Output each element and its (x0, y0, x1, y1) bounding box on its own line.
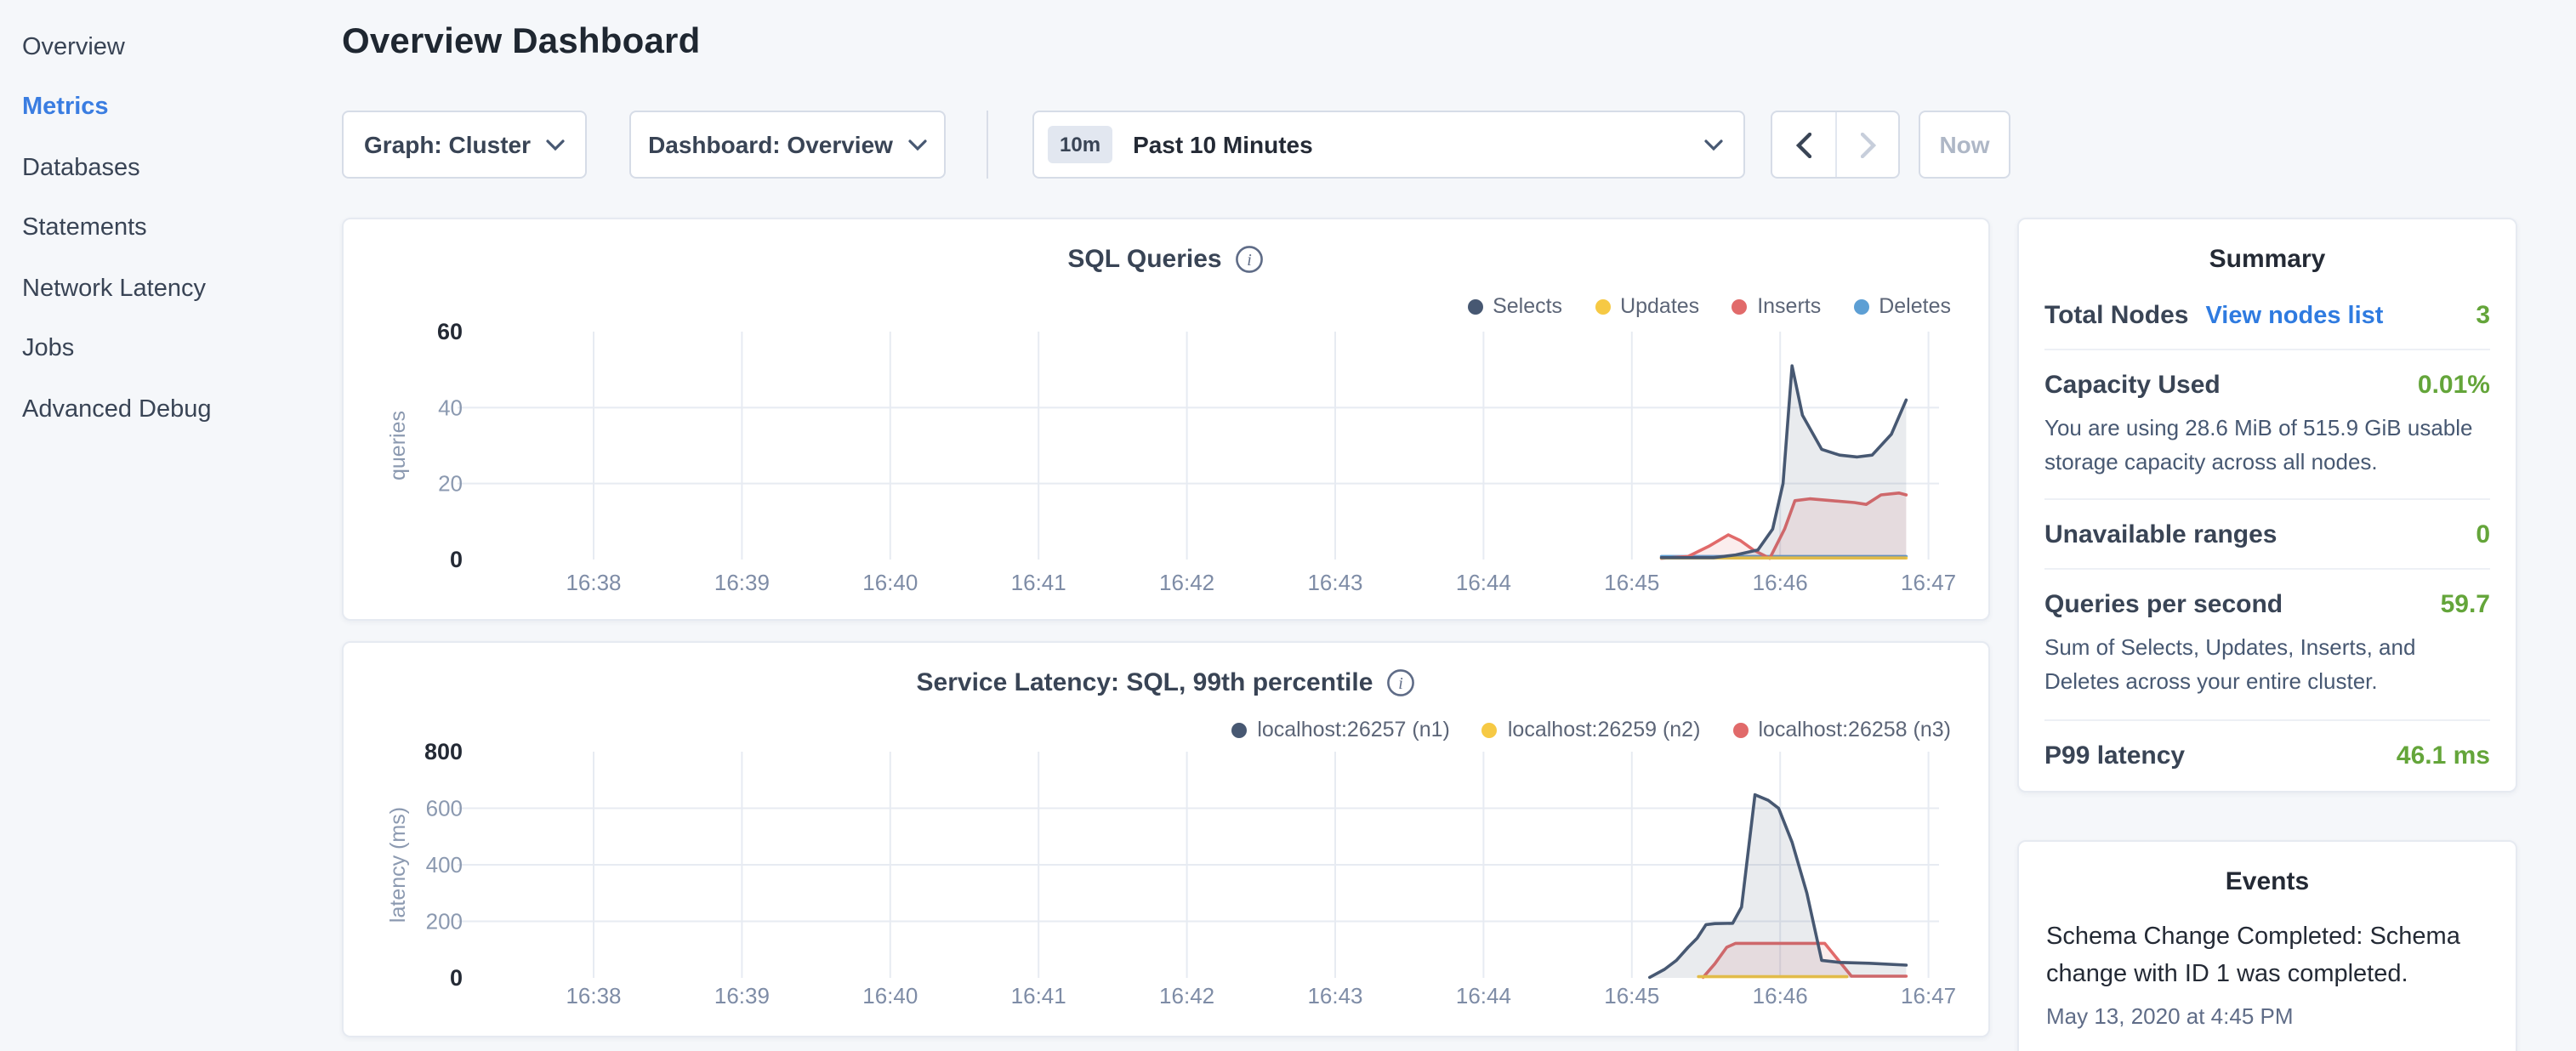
sidebar-item-network-latency[interactable]: Network Latency (22, 258, 340, 319)
events-heading: Events (2019, 842, 2516, 896)
graph-scope-dropdown[interactable]: Graph: Cluster (342, 111, 587, 179)
sql-queries-chart[interactable]: 0 20 40 60 16:38 16:39 16:40 16:41 16:42 16:43 16:… (344, 219, 1988, 619)
summary-row-value: 59.7 (2441, 591, 2490, 620)
svg-text:16:38: 16:38 (566, 570, 621, 595)
svg-text:200: 200 (426, 909, 463, 935)
summary-heading: Summary (2019, 219, 2516, 274)
sidebar-nav: OverviewMetricsDatabasesStatementsNetwor… (0, 0, 340, 1051)
svg-text:queries: queries (386, 411, 410, 480)
svg-text:16:42: 16:42 (1159, 570, 1214, 595)
chevron-down-icon (546, 139, 565, 151)
summary-row-label: P99 latency (2044, 741, 2185, 770)
summary-row-description: Sum of Selects, Updates, Inserts, and De… (2044, 632, 2490, 701)
summary-row: Total Nodes View nodes list 3 (2044, 281, 2490, 350)
metrics-page: OverviewMetricsDatabasesStatementsNetwor… (0, 0, 2576, 1051)
chevron-down-icon (908, 139, 927, 151)
svg-text:16:47: 16:47 (1901, 983, 1956, 1008)
summary-row: Queries per second 59.7 Sum of Selects, Up… (2044, 571, 2490, 721)
chevron-down-icon (1704, 139, 1723, 151)
svg-text:16:40: 16:40 (862, 570, 918, 595)
summary-row-value: 0.01% (2418, 371, 2490, 400)
summary-row-value: 46.1 ms (2397, 741, 2490, 770)
sidebar-item-overview[interactable]: Overview (22, 17, 340, 77)
svg-text:40: 40 (438, 395, 463, 420)
sidebar-item-databases[interactable]: Databases (22, 138, 340, 198)
sql-queries-panel: SQL Queries i SelectsUpdatesInsertsDelet… (342, 218, 1990, 621)
time-now-button[interactable]: Now (1919, 111, 2010, 179)
svg-text:16:39: 16:39 (714, 983, 770, 1008)
event-timestamp: May 13, 2020 at 4:45 PM (2046, 1003, 2488, 1029)
svg-text:16:42: 16:42 (1159, 983, 1214, 1008)
summary-row-value: 0 (2476, 521, 2490, 550)
service-latency-chart[interactable]: 0 200 400 600 800 16:38 16:39 16:40 16:41 16:42 16… (344, 643, 1988, 1036)
sidebar-item-statements[interactable]: Statements (22, 198, 340, 258)
svg-text:16:44: 16:44 (1456, 983, 1511, 1008)
svg-text:16:41: 16:41 (1011, 570, 1066, 595)
summary-row-value: 3 (2476, 301, 2490, 330)
now-label: Now (1939, 131, 1989, 158)
svg-text:20: 20 (438, 471, 463, 497)
svg-text:400: 400 (426, 852, 463, 878)
svg-text:16:43: 16:43 (1307, 570, 1362, 595)
svg-text:0: 0 (450, 547, 463, 572)
dashboard-label: Dashboard: Overview (648, 131, 893, 158)
sidebar-item-metrics[interactable]: Metrics (22, 77, 340, 138)
svg-text:60: 60 (437, 319, 463, 344)
time-range-label: Past 10 Minutes (1133, 131, 1704, 158)
controls-divider (987, 111, 988, 179)
event-item: Schema Change Completed: Schema change w… (2019, 896, 2516, 1029)
summary-panel: Summary Total Nodes View nodes list 3 Capac… (2017, 218, 2517, 793)
summary-row: Capacity Used 0.01% You are using 28.6 MiB… (2044, 350, 2490, 501)
svg-text:16:45: 16:45 (1604, 983, 1659, 1008)
dashboard-dropdown[interactable]: Dashboard: Overview (629, 111, 946, 179)
event-message: Schema Change Completed: Schema change w… (2046, 918, 2488, 995)
sidebar-item-advanced-debug[interactable]: Advanced Debug (22, 379, 340, 440)
svg-text:600: 600 (426, 796, 463, 821)
svg-text:16:47: 16:47 (1901, 570, 1956, 595)
summary-row-label: Total Nodes (2044, 301, 2188, 330)
svg-text:16:41: 16:41 (1011, 983, 1066, 1008)
summary-row-description: You are using 28.6 MiB of 515.9 GiB usab… (2044, 412, 2490, 480)
sidebar-item-jobs[interactable]: Jobs (22, 319, 340, 379)
svg-text:16:43: 16:43 (1307, 983, 1362, 1008)
chevron-right-icon (1860, 132, 1875, 157)
time-range-badge: 10m (1048, 126, 1112, 163)
time-step-buttons (1771, 111, 1900, 179)
summary-row-label: Capacity Used (2044, 371, 2221, 400)
time-step-forward-button[interactable] (1835, 112, 1898, 177)
svg-text:16:40: 16:40 (862, 983, 918, 1008)
summary-row: P99 latency 46.1 ms (2044, 720, 2490, 788)
summary-row-label: Unavailable ranges (2044, 521, 2277, 550)
chevron-left-icon (1796, 132, 1811, 157)
svg-text:16:44: 16:44 (1456, 570, 1511, 595)
svg-text:0: 0 (450, 965, 463, 991)
summary-row: Unavailable ranges 0 (2044, 501, 2490, 571)
graph-scope-label: Graph: Cluster (364, 131, 531, 158)
view-nodes-list-link[interactable]: View nodes list (2205, 303, 2383, 330)
svg-text:16:46: 16:46 (1753, 570, 1808, 595)
time-step-back-button[interactable] (1772, 112, 1835, 177)
svg-text:800: 800 (424, 739, 463, 764)
summary-row-label: Queries per second (2044, 591, 2283, 620)
svg-text:latency (ms): latency (ms) (386, 807, 410, 923)
svg-text:16:38: 16:38 (566, 983, 621, 1008)
svg-text:16:45: 16:45 (1604, 570, 1659, 595)
events-panel: Events Schema Change Completed: Schema c… (2017, 840, 2517, 1051)
service-latency-panel: Service Latency: SQL, 99th percentile i … (342, 641, 1990, 1037)
page-title: Overview Dashboard (342, 22, 700, 63)
svg-text:16:46: 16:46 (1753, 983, 1808, 1008)
time-range-dropdown[interactable]: 10m Past 10 Minutes (1032, 111, 1745, 179)
svg-text:16:39: 16:39 (714, 570, 770, 595)
